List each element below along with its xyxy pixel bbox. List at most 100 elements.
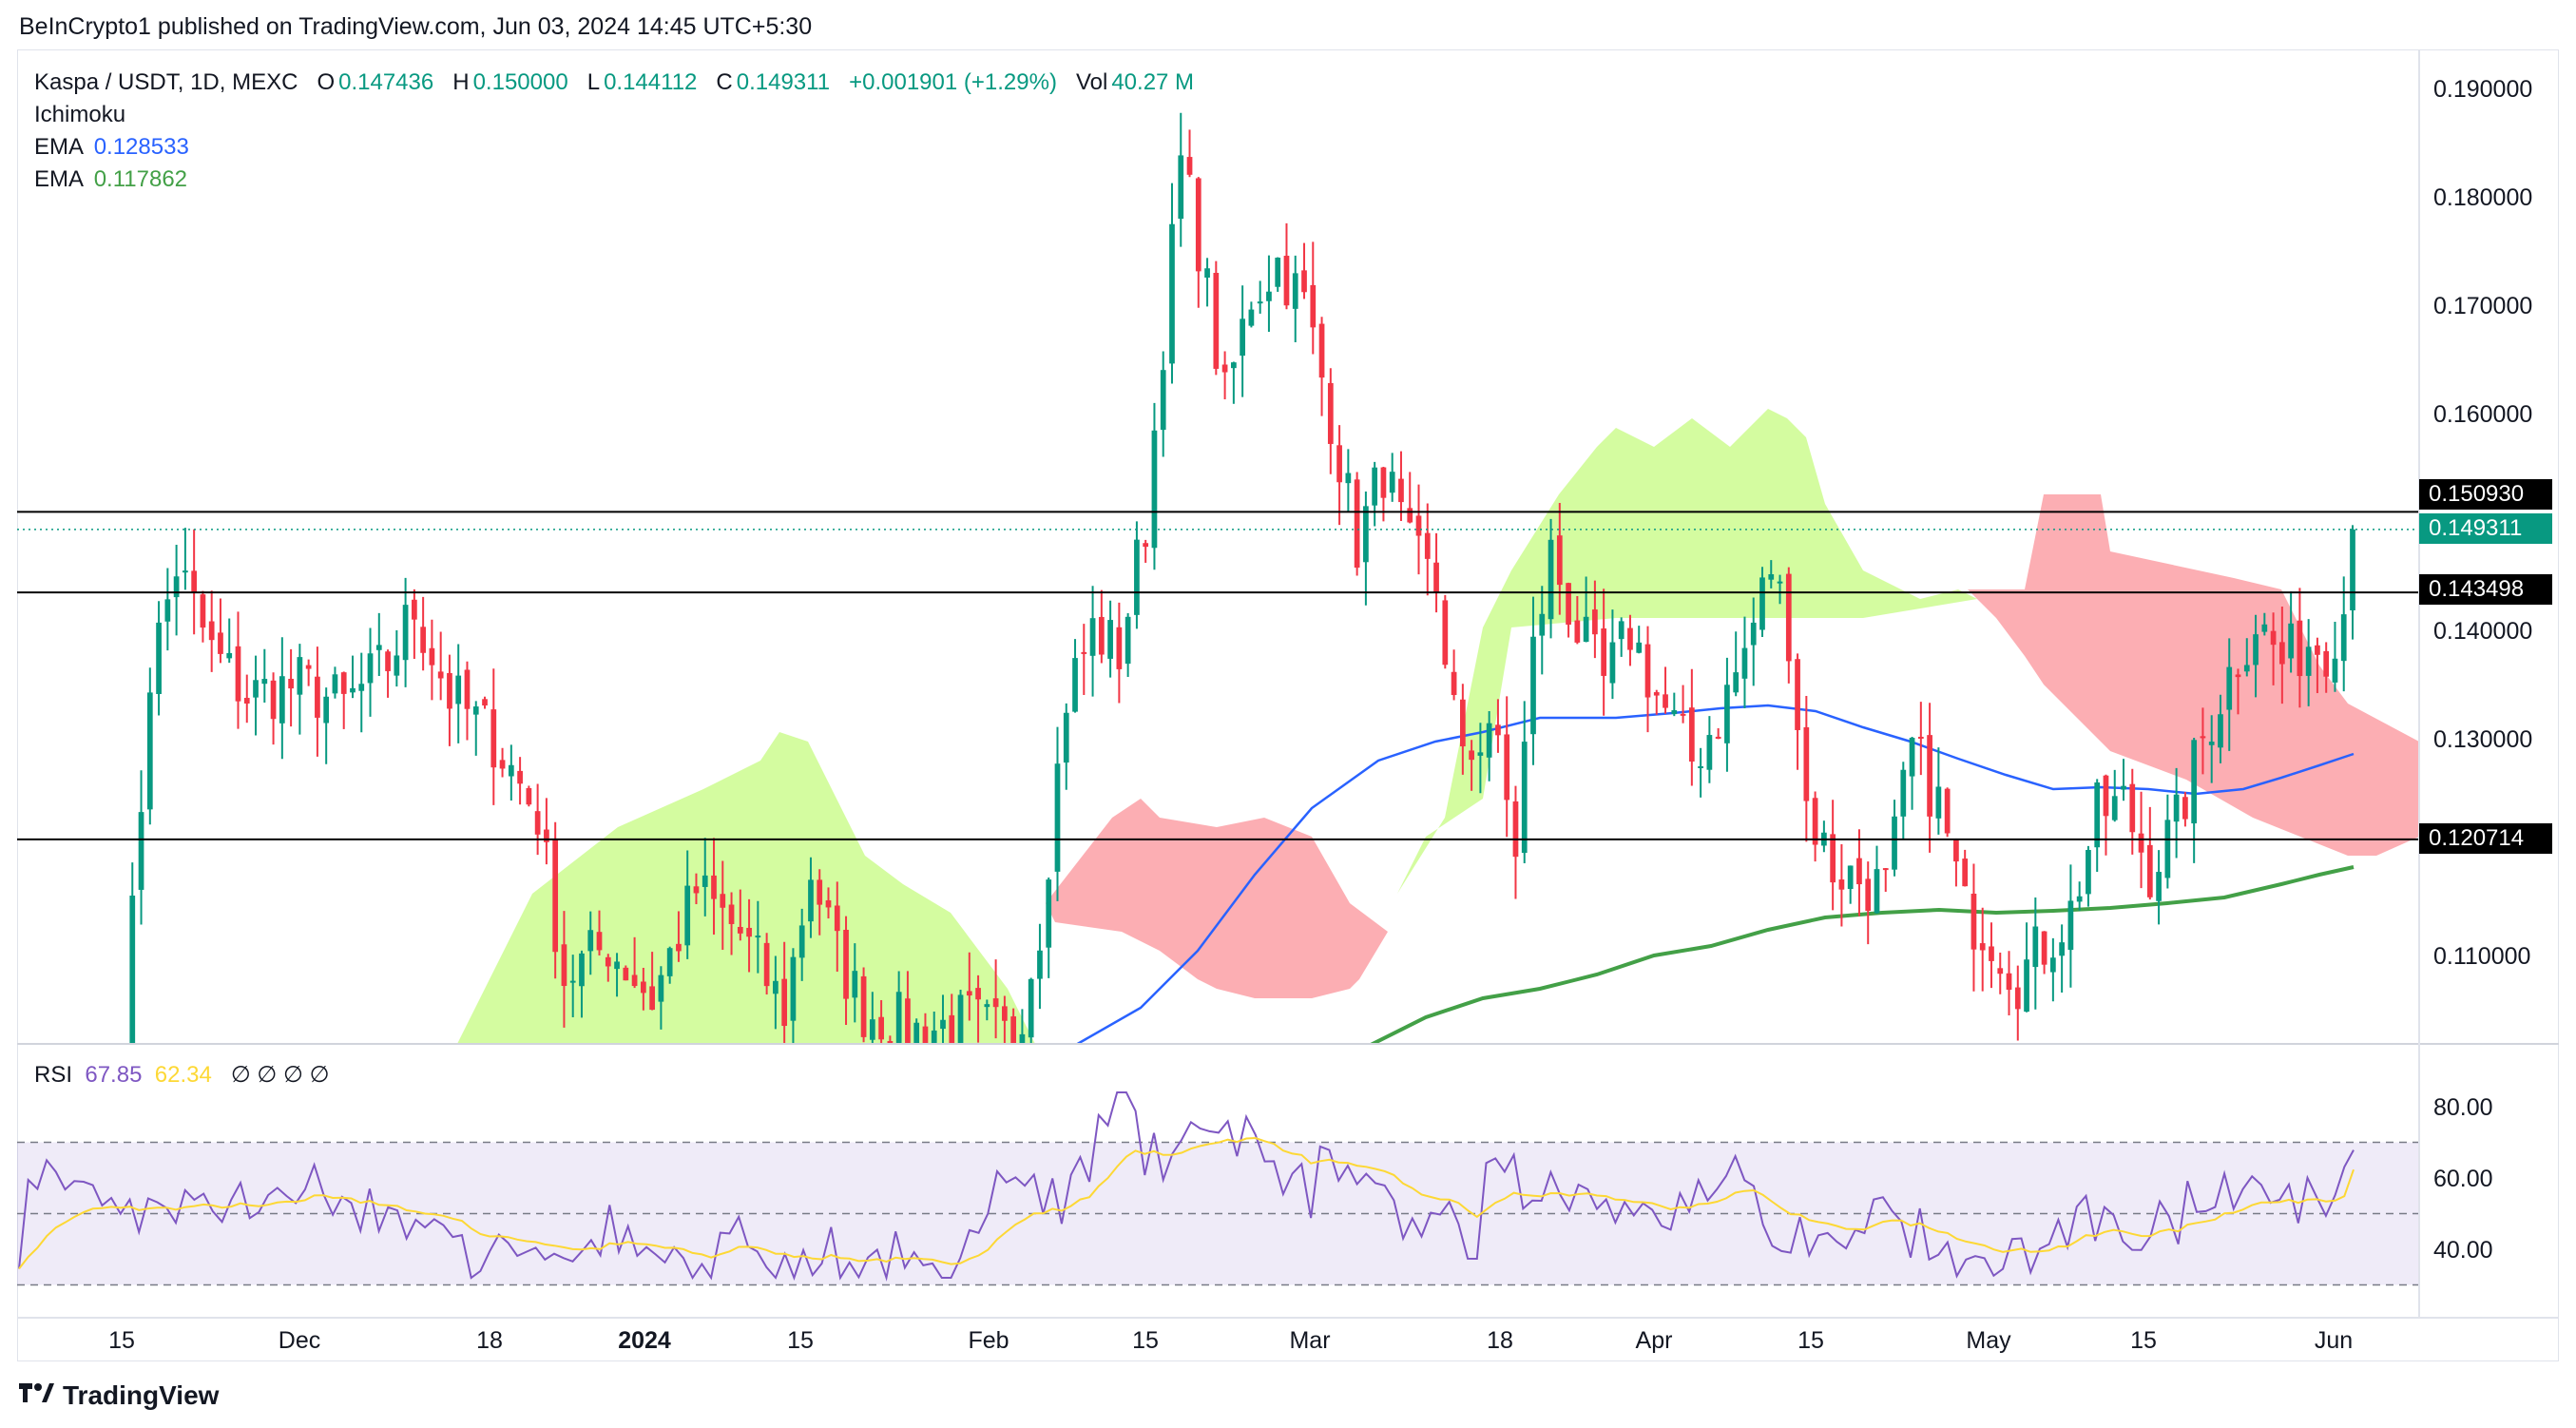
candle-body — [2164, 820, 2171, 878]
ema-slow-legend[interactable]: EMA 0.117862 — [34, 164, 1194, 196]
candle-body — [1240, 318, 1245, 357]
candle-body — [2253, 634, 2259, 666]
candle-body — [1301, 270, 1307, 293]
candle-body — [1909, 738, 1915, 777]
change-value: +0.001901 (+1.29%) — [849, 69, 1057, 95]
candle-body — [544, 829, 549, 842]
candle-body — [1917, 736, 1924, 739]
candle-body — [1169, 223, 1175, 364]
candle-body — [1433, 562, 1439, 592]
candle-body — [720, 894, 726, 908]
time-axis-tick: 15 — [108, 1327, 135, 1354]
symbol-label[interactable]: Kaspa / USDT, 1D, MEXC — [34, 69, 298, 95]
candle-body — [472, 706, 479, 715]
candle-body — [817, 879, 823, 905]
ema-slow-line — [1368, 865, 2355, 1044]
candle-body — [781, 978, 788, 1027]
candle-body — [1874, 869, 1880, 914]
candle-body — [614, 961, 620, 970]
candle-body — [1054, 763, 1061, 872]
candle-body — [323, 696, 330, 724]
candle-body — [332, 674, 338, 694]
ohlc-row[interactable]: Kaspa / USDT, 1D, MEXC O 0.147436 H 0.1500… — [34, 67, 1194, 99]
candle-body — [350, 687, 356, 693]
candle-body — [1248, 309, 1255, 326]
candle-body — [1838, 879, 1845, 890]
candle-body — [2049, 957, 2056, 973]
candle-body — [737, 926, 743, 934]
time-axis-tick: Apr — [1636, 1327, 1673, 1354]
candle-body — [1407, 508, 1413, 523]
candle-body — [1292, 273, 1298, 309]
candle-body — [1989, 946, 1994, 961]
open-label: O — [317, 69, 336, 95]
rsi-extra-values: ∅ ∅ ∅ ∅ — [230, 1062, 330, 1088]
candle-body — [1521, 742, 1528, 854]
candle-body — [1882, 868, 1889, 871]
candle-body — [1970, 894, 1977, 950]
candle-body — [191, 570, 198, 592]
candle-body — [1028, 978, 1034, 1038]
candle-body — [1618, 621, 1624, 640]
candle-body — [1706, 735, 1713, 770]
candle-body — [1275, 257, 1281, 287]
candle-body — [869, 1019, 875, 1040]
candle-body — [1336, 445, 1342, 483]
resistance-price-tag: 0.150930 — [2419, 479, 2552, 510]
time-axis-tick: Feb — [968, 1327, 1009, 1354]
ema-slow-label: EMA — [34, 166, 85, 192]
candle-body — [2041, 931, 2047, 965]
candle-body — [1795, 659, 1800, 730]
candle-body — [1512, 801, 1519, 858]
ema-fast-legend[interactable]: EMA 0.128533 — [34, 131, 1194, 164]
candle-body — [1777, 581, 1783, 584]
candle-body — [279, 676, 285, 724]
candle-body — [895, 992, 902, 1044]
candle-body — [358, 684, 365, 691]
publisher-header: BeInCrypto1 published on TradingView.com… — [19, 13, 813, 40]
candle-body — [464, 669, 471, 709]
candle-body — [1856, 858, 1862, 885]
tradingview-footer[interactable]: TradingView — [17, 1380, 219, 1411]
candle-body — [649, 986, 655, 1011]
time-axis-tick: Mar — [1289, 1327, 1330, 1354]
candle-body — [2138, 833, 2144, 853]
candle-body — [1186, 157, 1193, 175]
candle-body — [922, 1026, 929, 1044]
ichimoku-legend[interactable]: Ichimoku — [34, 102, 126, 127]
candle-body — [243, 698, 250, 704]
candle-body — [420, 627, 427, 653]
candle-body — [1847, 865, 1854, 890]
footer-brand: TradingView — [63, 1380, 220, 1410]
candle-body — [2350, 529, 2355, 610]
candle-body — [1785, 573, 1792, 662]
candle-body — [1345, 473, 1352, 484]
candle-body — [1477, 752, 1484, 756]
candle-body — [1768, 574, 1775, 580]
candle-body — [1063, 712, 1069, 763]
candle-body — [1548, 539, 1554, 620]
candle-body — [631, 975, 638, 987]
candle-body — [315, 676, 320, 718]
candle-body — [1892, 816, 1897, 870]
candle-body — [2024, 959, 2029, 1013]
candle-body — [2297, 620, 2303, 677]
candle-body — [455, 675, 462, 704]
rsi-legend[interactable]: RSI 67.85 62.34 ∅ ∅ ∅ ∅ — [34, 1061, 329, 1089]
candle-body — [534, 811, 541, 835]
candle-body — [1644, 644, 1651, 698]
candle-body — [1530, 636, 1536, 735]
candle-body — [711, 875, 717, 899]
candle-body — [1160, 370, 1166, 431]
candle-body — [1442, 600, 1449, 666]
candle-body — [1389, 472, 1395, 493]
candle-body — [1688, 707, 1695, 762]
candle-body — [1398, 478, 1404, 503]
candle-body — [957, 994, 964, 1044]
price-axis-tick: 0.130000 — [2433, 726, 2532, 753]
candle-body — [1037, 950, 1043, 979]
candle-body — [2129, 783, 2136, 833]
candle-body — [1759, 577, 1765, 630]
time-axis-tick: Dec — [279, 1327, 320, 1354]
